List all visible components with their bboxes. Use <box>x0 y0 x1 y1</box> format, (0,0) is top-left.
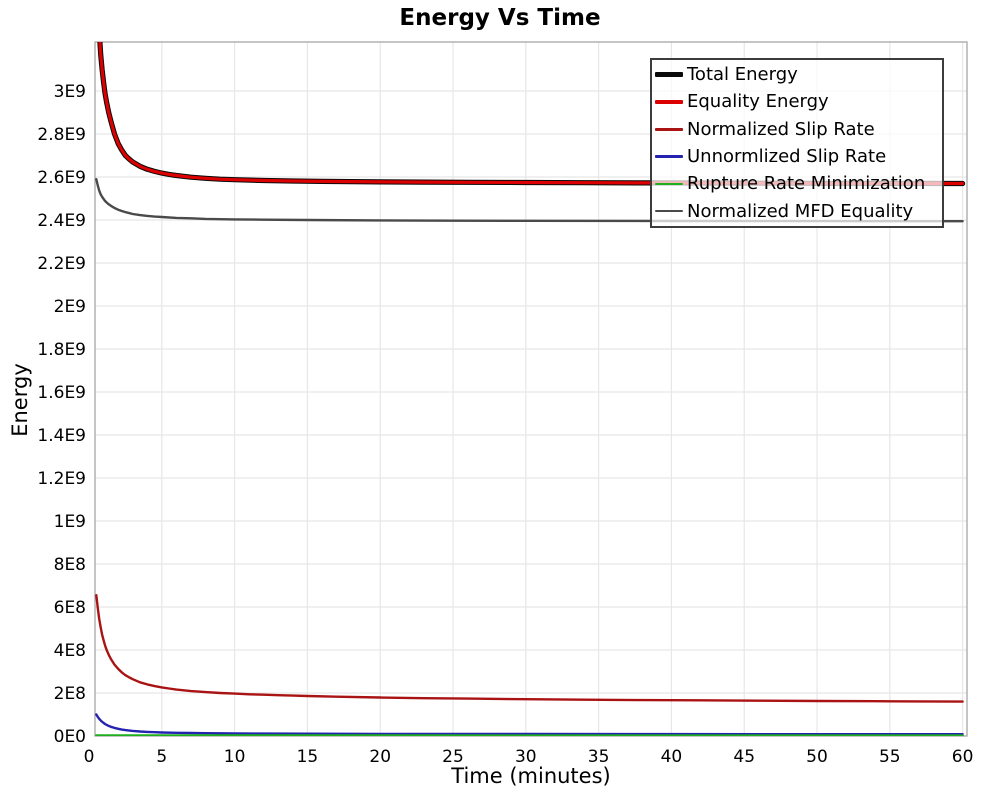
legend: Total Energy Equality Energy Normalized Sl… <box>650 58 944 228</box>
x-tick-label: 60 <box>952 747 974 767</box>
x-axis-title: Time (minutes) <box>451 764 611 788</box>
x-tick-label: 50 <box>806 747 828 767</box>
x-tick-label: 15 <box>297 747 319 767</box>
y-tick-label: 4E8 <box>54 641 86 661</box>
y-tick-label: 6E8 <box>54 598 86 618</box>
y-tick-label: 0E0 <box>54 727 86 747</box>
y-tick-label: 3E9 <box>54 82 86 102</box>
x-tick-label: 5 <box>156 747 167 767</box>
y-tick-label: 2E8 <box>54 684 86 704</box>
y-tick-label: 2.6E9 <box>37 168 86 188</box>
y-axis-tick-labels: 0E0 2E8 4E8 6E8 8E8 1E9 1.2E9 1.4E9 1.6E9 1.8E9 2E… <box>37 82 86 747</box>
legend-label: Equality Energy <box>687 91 829 113</box>
series-line <box>98 42 965 186</box>
x-tick-label: 30 <box>515 747 537 767</box>
x-tick-label: 55 <box>879 747 901 767</box>
x-tick-label: 0 <box>84 747 95 767</box>
x-tick-label: 25 <box>442 747 464 767</box>
legend-swatch <box>655 72 683 78</box>
legend-item: Total Energy <box>652 62 942 88</box>
y-tick-label: 1.2E9 <box>37 469 86 489</box>
y-tick-label: 2.2E9 <box>37 254 86 274</box>
y-tick-label: 1.8E9 <box>37 340 86 360</box>
y-tick-label: 2E9 <box>54 297 86 317</box>
legend-label: Normalized Slip Rate <box>687 118 875 140</box>
x-tick-label: 10 <box>224 747 246 767</box>
legend-item: Normalized MFD Equality <box>652 198 942 224</box>
x-tick-label: 40 <box>661 747 683 767</box>
legend-swatch <box>655 155 683 158</box>
legend-swatch <box>655 128 683 131</box>
y-tick-label: 2.4E9 <box>37 211 86 231</box>
legend-label: Unnormlized Slip Rate <box>687 146 887 168</box>
series-lines <box>95 42 966 736</box>
y-tick-label: 1.4E9 <box>37 426 86 446</box>
legend-swatch <box>655 182 683 186</box>
y-tick-label: 2.8E9 <box>37 125 86 145</box>
x-tick-label: 20 <box>369 747 391 767</box>
series-line <box>95 713 964 736</box>
legend-item: Normalized Slip Rate <box>652 116 942 142</box>
x-tick-label: 35 <box>588 747 610 767</box>
legend-swatch <box>655 100 683 104</box>
legend-item: Rupture Rate Minimization <box>652 171 942 197</box>
x-tick-label: 45 <box>733 747 755 767</box>
series-line <box>95 178 964 223</box>
y-axis-title: Energy <box>8 363 32 437</box>
y-tick-label: 1E9 <box>54 512 86 532</box>
x-axis-tick-labels: 0 5 10 15 20 25 30 35 40 45 50 55 60 <box>84 747 974 767</box>
y-tick-label: 8E8 <box>54 555 86 575</box>
legend-swatch <box>655 210 683 213</box>
y-tick-label: 1.6E9 <box>37 383 86 403</box>
gridlines <box>95 42 967 736</box>
series-line <box>95 594 964 703</box>
legend-label: Normalized MFD Equality <box>687 200 914 222</box>
legend-item: Equality Energy <box>652 89 942 115</box>
legend-label: Rupture Rate Minimization <box>687 173 926 195</box>
legend-label: Total Energy <box>687 64 798 86</box>
legend-item: Unnormlized Slip Rate <box>652 144 942 170</box>
chart-title: Energy Vs Time <box>399 5 601 31</box>
